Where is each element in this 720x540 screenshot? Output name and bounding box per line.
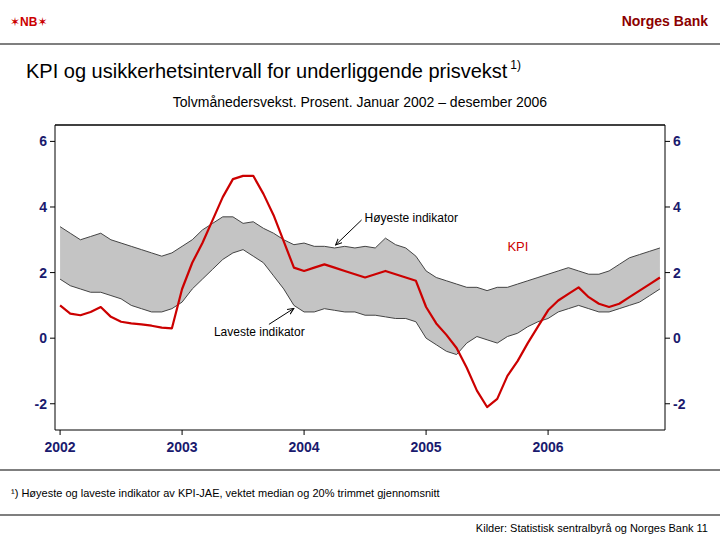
y-tick <box>50 206 55 207</box>
lower-line <box>60 250 660 355</box>
x-tick <box>182 430 183 435</box>
y-tick-label: -2 <box>673 396 686 412</box>
footer-rule <box>0 514 720 515</box>
y-tick-label: -2 <box>35 396 48 412</box>
x-tick-label: 2005 <box>411 439 442 455</box>
y-tick-label: 0 <box>673 330 681 346</box>
x-tick-label: 2002 <box>45 439 76 455</box>
x-tick <box>60 430 61 435</box>
y-tick <box>665 141 670 142</box>
y-tick-label: 6 <box>673 133 681 149</box>
x-tick <box>426 430 427 435</box>
y-tick-label: 2 <box>39 265 47 281</box>
annotation-arrow <box>336 220 362 245</box>
title-note: 1) <box>510 58 521 72</box>
y-tick-label: 6 <box>39 133 47 149</box>
kpi-line <box>60 176 660 407</box>
x-axis-line <box>55 430 665 431</box>
y-axis-line <box>55 125 56 430</box>
header-rule <box>0 43 720 44</box>
chart: ✶NB✶ Norges Bank KPI og usikkerhetsinterva… <box>0 0 720 540</box>
x-tick-label: 2006 <box>533 439 564 455</box>
publisher: Norges Bank <box>622 13 709 29</box>
y-tick <box>50 338 55 339</box>
series-label: KPI <box>507 239 528 254</box>
y-tick-label: 4 <box>673 199 681 215</box>
footnote: ¹) Høyeste og laveste indikator av KPI-J… <box>11 487 440 499</box>
marks <box>60 176 660 407</box>
plot-top-line <box>55 124 665 126</box>
annotation: Laveste indikator <box>214 325 305 339</box>
y-tick <box>50 141 55 142</box>
x-tick-label: 2003 <box>167 439 198 455</box>
x-tick-label: 2004 <box>289 439 320 455</box>
y2-axis-line <box>665 125 666 430</box>
x-tick <box>304 430 305 435</box>
subtitle: Tolvmånedersvekst. Prosent. Januar 2002 … <box>173 94 548 110</box>
annotation-arrow <box>269 308 294 324</box>
y-tick-label: 4 <box>39 199 47 215</box>
y-tick <box>665 403 670 404</box>
y-tick-label: 0 <box>39 330 47 346</box>
y-tick <box>50 272 55 273</box>
upper-line <box>60 217 660 291</box>
x-tick <box>548 430 549 435</box>
title: KPI og usikkerhetsintervall for underlig… <box>26 58 521 82</box>
source: Kilder: Statistisk sentralbyrå og Norges… <box>476 522 708 534</box>
uncertainty-band <box>60 217 660 355</box>
y-tick <box>665 206 670 207</box>
y-tick-label: 2 <box>673 265 681 281</box>
annotation: Høyeste indikator <box>365 211 458 225</box>
logo: ✶NB✶ <box>10 15 47 29</box>
y-tick <box>665 272 670 273</box>
y-tick <box>665 338 670 339</box>
footer-rule <box>0 469 720 470</box>
y-tick <box>50 403 55 404</box>
